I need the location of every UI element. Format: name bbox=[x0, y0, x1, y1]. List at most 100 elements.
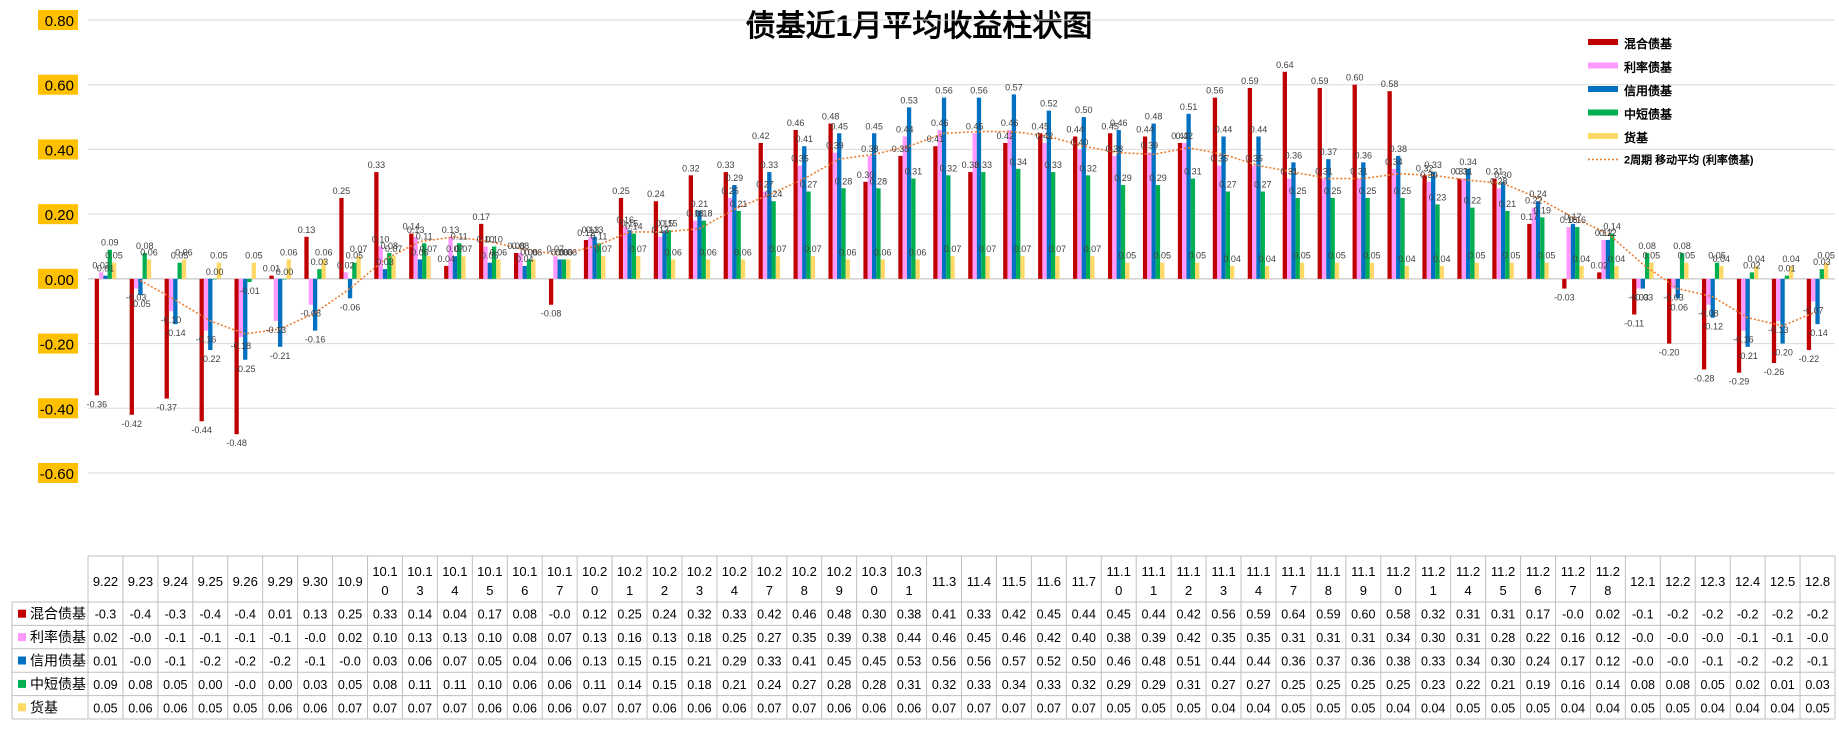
table-cell: 0.07 bbox=[373, 701, 397, 715]
x-tick-label: 9.26 bbox=[233, 574, 258, 589]
table-cell: 0.07 bbox=[443, 655, 467, 669]
table-cell: 0.13 bbox=[652, 631, 676, 645]
legend-label: 货基 bbox=[1624, 130, 1649, 145]
table-cell: 0.31 bbox=[1456, 631, 1480, 645]
bar bbox=[1815, 278, 1820, 325]
data-label: 0.33 bbox=[717, 160, 735, 170]
bar bbox=[1679, 252, 1685, 279]
x-tick-label: 12.4 bbox=[1735, 574, 1760, 589]
table-cell: -0.2 bbox=[1667, 608, 1689, 622]
data-label: 0.06 bbox=[560, 247, 578, 257]
data-label: 0.29 bbox=[1114, 173, 1132, 183]
table-cell: 0.17 bbox=[1561, 655, 1585, 669]
bar bbox=[1776, 278, 1781, 321]
table-cell: 0.05 bbox=[478, 655, 502, 669]
table-cell: 0.40 bbox=[1072, 631, 1096, 645]
bar bbox=[282, 278, 287, 280]
bar bbox=[1003, 142, 1008, 279]
bar bbox=[94, 278, 100, 396]
bar bbox=[448, 236, 453, 279]
table-cell: 0.06 bbox=[268, 701, 292, 715]
data-labels-layer: -0.36 -0.42 -0.37 -0.44 -0.48 0.01 0.13 0.25 0.3… bbox=[87, 60, 1835, 448]
data-label: 0.34 bbox=[1459, 157, 1477, 167]
data-label: 0.18 bbox=[686, 209, 704, 219]
bar bbox=[1562, 278, 1567, 289]
table-cell: 0.05 bbox=[1141, 701, 1165, 715]
table-cell: 0.08 bbox=[513, 631, 537, 645]
data-label: 0.06 bbox=[175, 247, 193, 257]
table-cell: -0.0 bbox=[1667, 631, 1689, 645]
table-cell: -0.1 bbox=[234, 631, 256, 645]
bar bbox=[1745, 278, 1750, 347]
table-cell: 0.13 bbox=[408, 631, 432, 645]
table-cell: 0.25 bbox=[722, 631, 746, 645]
table-cell: -0.0 bbox=[1632, 631, 1654, 645]
table-row-swatch bbox=[18, 703, 26, 712]
table-cell: 0.11 bbox=[443, 678, 466, 692]
data-label: 0.46 bbox=[931, 118, 949, 128]
table-cell: 0.27 bbox=[757, 631, 781, 645]
data-label: -0.20 bbox=[1772, 348, 1793, 358]
table-cell: 0.05 bbox=[338, 678, 362, 692]
table-cell: 0.24 bbox=[757, 678, 781, 692]
bar bbox=[557, 259, 562, 279]
bar bbox=[1142, 136, 1148, 279]
y-tick-label-bg bbox=[38, 463, 78, 483]
table-cell: -0.0 bbox=[130, 631, 152, 645]
data-label: 0.31 bbox=[1280, 167, 1298, 177]
data-label: 0.45 bbox=[1031, 121, 1049, 131]
bar bbox=[1369, 262, 1375, 279]
data-label: 0.23 bbox=[1429, 192, 1447, 202]
data-label: 0.33 bbox=[368, 160, 386, 170]
table-cell: 0.46 bbox=[1107, 655, 1131, 669]
data-label: 0.56 bbox=[970, 86, 988, 96]
bar bbox=[1326, 159, 1331, 279]
data-label: 0.32 bbox=[1416, 163, 1434, 173]
table-cell: 0.08 bbox=[128, 678, 152, 692]
data-label: 0.21 bbox=[691, 199, 709, 209]
data-label: 0.48 bbox=[1145, 112, 1163, 122]
bar bbox=[273, 278, 279, 321]
data-label: 0.33 bbox=[761, 160, 779, 170]
data-label: 0.17 bbox=[472, 212, 490, 222]
table-cell: 0.05 bbox=[93, 701, 117, 715]
data-label: 0.10 bbox=[477, 235, 495, 245]
bar bbox=[531, 259, 536, 279]
table-cell: 0.04 bbox=[1211, 701, 1235, 715]
table-cell: -0.4 bbox=[234, 608, 256, 622]
data-label: 0.08 bbox=[512, 241, 530, 251]
data-label: 0.31 bbox=[1350, 167, 1368, 177]
table-cell: -0.1 bbox=[200, 631, 222, 645]
bar bbox=[561, 259, 567, 279]
bar bbox=[670, 259, 676, 279]
table-cell: 0.38 bbox=[1386, 655, 1410, 669]
data-label: 0.06 bbox=[909, 247, 927, 257]
bar bbox=[1260, 191, 1265, 279]
bar bbox=[566, 259, 571, 279]
data-label: 0.24 bbox=[765, 189, 783, 199]
bar bbox=[514, 252, 519, 279]
data-label: -0.05 bbox=[130, 299, 151, 309]
bar bbox=[1644, 252, 1650, 279]
table-cell: 0.16 bbox=[1561, 678, 1585, 692]
data-label: 0.60 bbox=[1346, 73, 1364, 83]
table-cell: 0.37 bbox=[1316, 655, 1340, 669]
x-tick-label: 9.30 bbox=[302, 574, 327, 589]
x-tick-label: 9.22 bbox=[93, 574, 118, 589]
bar bbox=[933, 146, 938, 279]
x-tick-label: 10.3 0 bbox=[861, 564, 886, 598]
data-label: 0.33 bbox=[1044, 160, 1062, 170]
table-cell: -0.0 bbox=[304, 631, 326, 645]
table-cell: 0.01 bbox=[268, 608, 292, 622]
bar bbox=[1221, 136, 1226, 279]
data-label: 0.07 bbox=[804, 244, 822, 254]
data-label: 0.46 bbox=[1001, 118, 1019, 128]
table-cell: 0.06 bbox=[722, 701, 746, 715]
table-cell: 0.56 bbox=[932, 655, 956, 669]
data-label: -0.08 bbox=[301, 309, 322, 319]
data-label: 0.44 bbox=[1136, 124, 1154, 134]
bar bbox=[937, 130, 942, 279]
data-label: 0.34 bbox=[1385, 157, 1403, 167]
table-cell: 0.07 bbox=[443, 701, 467, 715]
